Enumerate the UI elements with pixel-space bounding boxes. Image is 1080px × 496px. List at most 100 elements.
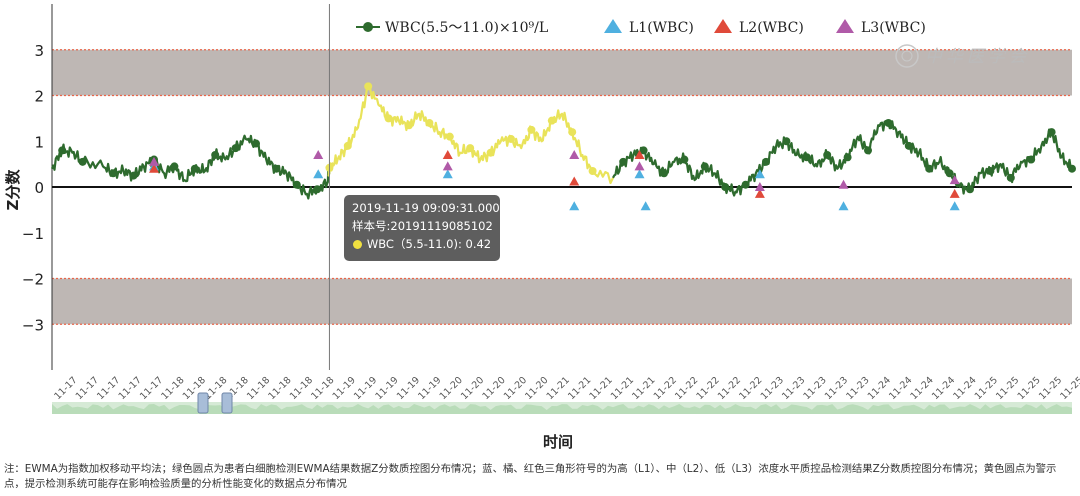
wbc-data-point bbox=[802, 153, 811, 162]
wbc-data-point bbox=[1006, 173, 1015, 182]
l2-marker bbox=[634, 149, 645, 159]
legend-wbc-label[interactable]: WBC(5.5～11.0)×10⁹/L bbox=[385, 20, 548, 36]
wbc-data-point bbox=[292, 180, 301, 189]
x-tick-label: 11-25 bbox=[1058, 375, 1080, 402]
wbc-data-point bbox=[884, 118, 893, 127]
x-tick-label: 11-19 bbox=[373, 375, 400, 402]
wbc-data-point bbox=[864, 146, 872, 155]
wbc-data-point bbox=[588, 166, 597, 175]
wbc-data-point bbox=[109, 169, 118, 178]
watermark: 中华医学会 bbox=[895, 44, 1026, 68]
y-tick-label: 1 bbox=[34, 133, 44, 151]
x-tick-label: 11-18 bbox=[309, 375, 336, 402]
x-tick-label: 11-22 bbox=[716, 375, 743, 402]
wbc-data-point bbox=[190, 164, 199, 173]
tooltip-sample: 样本号:20191119085102 bbox=[352, 219, 493, 233]
x-tick-label: 11-19 bbox=[416, 375, 443, 402]
watermark-seal-inner bbox=[901, 50, 913, 62]
wbc-data-point bbox=[364, 82, 373, 91]
legend-l3-triangle-icon bbox=[836, 19, 854, 33]
x-tick-label: 11-22 bbox=[737, 375, 764, 402]
overview-left-handle[interactable] bbox=[197, 392, 209, 414]
l2-marker bbox=[569, 176, 580, 186]
l3-marker bbox=[838, 179, 849, 189]
x-tick-label: 11-24 bbox=[866, 375, 893, 402]
wbc-data-point bbox=[466, 144, 475, 153]
y-axis-label: Z分数 bbox=[4, 169, 22, 211]
legend[interactable]: WBC(5.5～11.0)×10⁹/L L1(WBC) L2(WBC) L3(WBC) bbox=[356, 19, 926, 36]
l1-marker bbox=[569, 201, 580, 211]
wbc-data-point bbox=[231, 144, 240, 153]
x-tick-label: 11-19 bbox=[395, 375, 422, 402]
x-tick-label: 11-20 bbox=[502, 375, 529, 402]
wbc-series bbox=[50, 82, 1076, 200]
data-tooltip: 2019-11-19 09:09:31.000 样本号:201911190851… bbox=[344, 195, 500, 261]
x-tick-label: 11-25 bbox=[1037, 375, 1064, 402]
x-tick-label: 11-17 bbox=[138, 375, 165, 402]
wbc-data-point bbox=[660, 169, 668, 178]
x-tick-label: 11-19 bbox=[331, 375, 358, 402]
control-band-0 bbox=[52, 49, 1072, 96]
x-tick-label: 11-19 bbox=[352, 375, 379, 402]
wbc-data-point bbox=[986, 166, 995, 175]
l1-marker bbox=[838, 201, 849, 211]
x-tick-label: 11-25 bbox=[994, 375, 1021, 402]
wbc-data-point bbox=[966, 185, 974, 194]
wbc-data-point bbox=[762, 157, 770, 166]
wbc-data-point bbox=[445, 132, 454, 141]
wbc-data-point bbox=[486, 148, 495, 157]
l1-marker bbox=[949, 201, 960, 211]
wbc-data-point bbox=[405, 121, 413, 130]
legend-l1-label[interactable]: L1(WBC) bbox=[629, 20, 694, 36]
l1-marker bbox=[442, 169, 453, 179]
wbc-data-point bbox=[700, 162, 709, 171]
y-tick-label: 0 bbox=[34, 179, 44, 197]
x-tick-label: 11-20 bbox=[438, 375, 465, 402]
wbc-data-point bbox=[1068, 164, 1076, 173]
wbc-data-point bbox=[945, 169, 954, 178]
l3-marker bbox=[634, 161, 645, 171]
wbc-data-point bbox=[252, 139, 260, 148]
wbc-data-point bbox=[425, 118, 434, 127]
x-tick-label: 11-17 bbox=[52, 375, 79, 402]
x-tick-label: 11-22 bbox=[652, 375, 679, 402]
tooltip-yellow-dot-icon bbox=[352, 240, 362, 249]
overview-right-handle[interactable] bbox=[221, 392, 233, 414]
l2-marker bbox=[442, 149, 453, 159]
wbc-line-green-right bbox=[612, 119, 1073, 197]
legend-l1-triangle-icon bbox=[604, 19, 622, 33]
x-tick-label: 11-21 bbox=[545, 375, 572, 402]
x-tick-label: 11-21 bbox=[566, 375, 593, 402]
l2-marker bbox=[949, 188, 960, 198]
wbc-data-point bbox=[741, 180, 750, 189]
wbc-data-point bbox=[823, 150, 832, 159]
l1-marker bbox=[754, 169, 765, 179]
wbc-data-point bbox=[639, 146, 648, 155]
y-tick-label: 3 bbox=[34, 42, 44, 60]
wbc-data-point bbox=[343, 141, 352, 150]
x-tick-label: 11-24 bbox=[887, 375, 914, 402]
x-tick-label: 11-18 bbox=[266, 375, 293, 402]
wbc-data-point bbox=[507, 134, 515, 143]
x-tick-label: 11-24 bbox=[909, 375, 936, 402]
control-band-1 bbox=[52, 278, 1072, 325]
l1-marker bbox=[640, 201, 651, 211]
l3-marker bbox=[949, 175, 960, 185]
overview-sparkline bbox=[52, 404, 1072, 414]
footnote: 注：EWMA为指数加权移动平均法；绿色圆点为患者白细胞检测EWMA结果数据Z分数… bbox=[4, 463, 1057, 490]
x-tick-label: 11-23 bbox=[780, 375, 807, 402]
wbc-data-point bbox=[925, 164, 934, 173]
l3-marker bbox=[313, 149, 324, 159]
wbc-data-point bbox=[129, 171, 138, 180]
x-tick-label: 11-20 bbox=[480, 375, 507, 402]
l3-marker bbox=[149, 156, 159, 166]
x-tick-label: 11-21 bbox=[587, 375, 614, 402]
x-tick-label: 11-20 bbox=[523, 375, 550, 402]
x-tick-label: 11-21 bbox=[630, 375, 657, 402]
overview-strip[interactable] bbox=[52, 392, 1072, 414]
wbc-data-point bbox=[58, 146, 67, 155]
x-tick-label: 11-18 bbox=[159, 375, 186, 402]
legend-l2-label[interactable]: L2(WBC) bbox=[739, 20, 804, 36]
legend-l3-label[interactable]: L3(WBC) bbox=[861, 20, 926, 36]
wbc-data-point bbox=[843, 153, 852, 162]
